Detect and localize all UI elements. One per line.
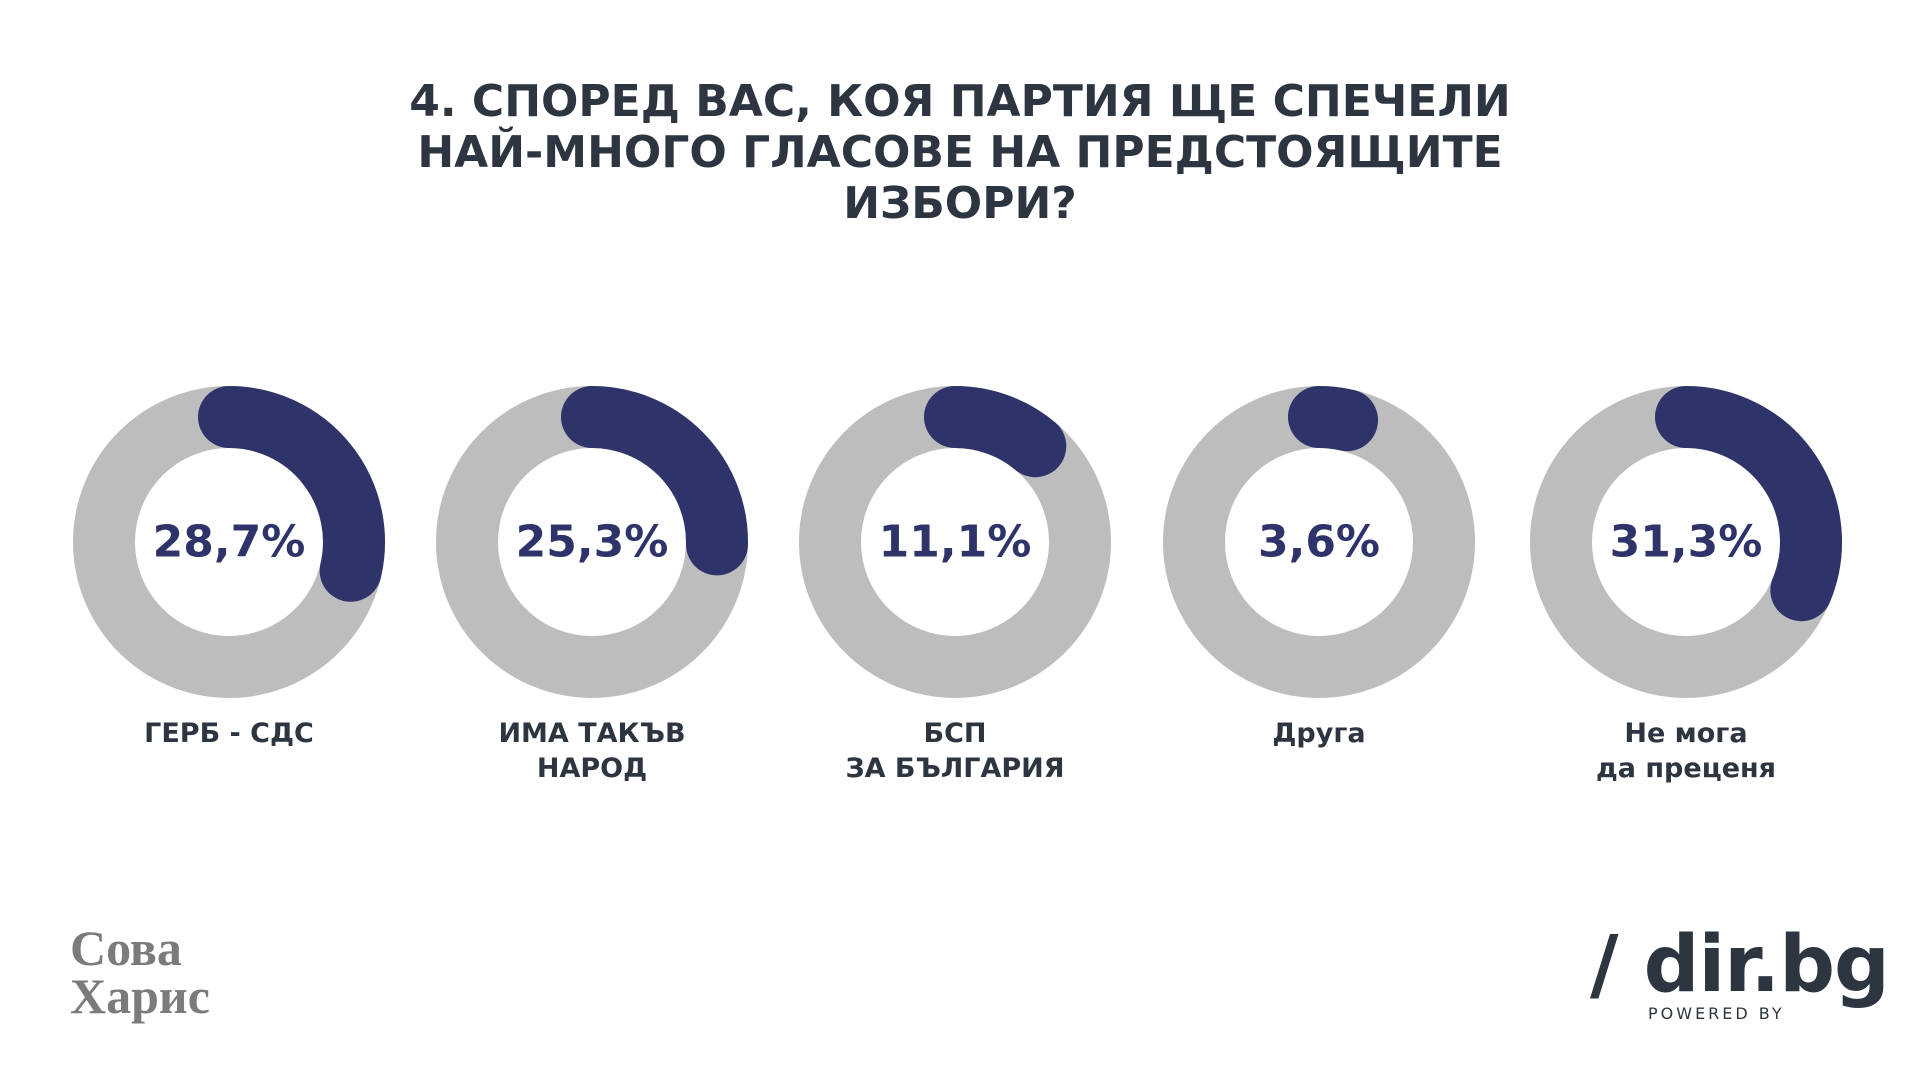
value-label: 31,3% xyxy=(1610,517,1763,568)
powered-by: POWERED BY xyxy=(1648,1004,1785,1023)
logo: Сова Харис xyxy=(70,920,210,1024)
value-label: 25,3% xyxy=(516,517,669,568)
chart-title: 4. СПОРЕД ВАС, КОЯ ПАРТИЯ ЩЕ СПЕЧЕЛИ НАЙ… xyxy=(409,76,1511,229)
donut-arc xyxy=(924,386,1067,478)
category-label: БСП ЗА БЪЛГАРИЯ xyxy=(845,718,1065,784)
logo: / dir.bg xyxy=(1590,920,1890,1010)
value-label: 11,1% xyxy=(879,517,1032,568)
category-label: Не мога да преценя xyxy=(1595,718,1777,784)
donut-arc xyxy=(1655,386,1842,622)
donut-arc xyxy=(561,386,748,576)
donut-arc xyxy=(198,386,385,602)
category-label: ИМА ТАКЪВ НАРОД xyxy=(498,718,686,784)
category-label: Друга xyxy=(1272,718,1366,749)
value-label: 3,6% xyxy=(1258,517,1380,568)
donut-arc xyxy=(1288,386,1379,452)
value-label: 28,7% xyxy=(153,517,306,568)
category-label: ГЕРБ - СДС xyxy=(144,718,314,749)
